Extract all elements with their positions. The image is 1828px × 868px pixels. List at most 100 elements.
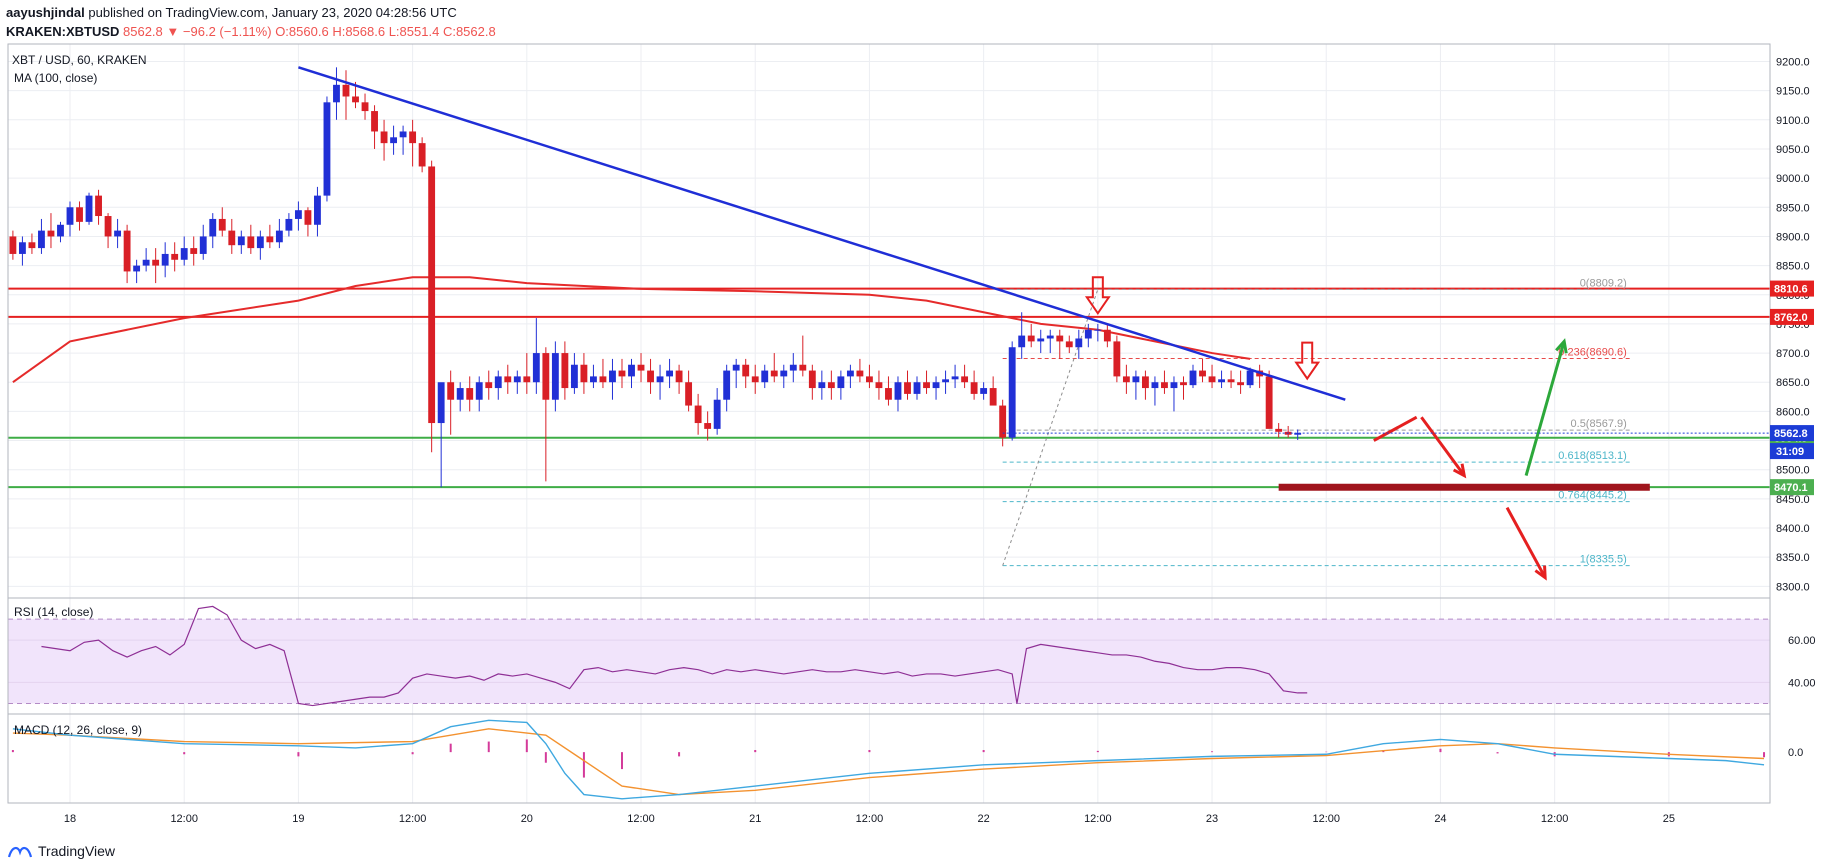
candle: [590, 364, 597, 389]
candle-body: [38, 230, 45, 249]
candle-body: [685, 382, 693, 406]
candle: [323, 96, 331, 202]
candle-body: [18, 242, 26, 254]
candle-body: [1037, 338, 1045, 342]
candle-body: [333, 84, 340, 103]
price-change: −96.2 (−1.11%): [182, 24, 272, 39]
candle-body: [199, 236, 207, 254]
candle: [237, 230, 245, 254]
candle: [1218, 370, 1225, 389]
candle-body: [894, 382, 902, 400]
ohlc-high: H:8568.6: [332, 24, 386, 39]
candle-body: [1161, 382, 1168, 389]
descending-trendline: [298, 66, 1346, 401]
last-price-label-box: [1770, 425, 1814, 442]
candle: [18, 236, 26, 266]
symbol-name[interactable]: KRAKEN:XBTUSD: [6, 24, 120, 39]
candle: [1189, 364, 1197, 389]
candle-body: [827, 382, 835, 389]
pane-border: [7, 43, 1771, 804]
resistance-price-label-box: [1770, 308, 1814, 325]
candle-body: [1208, 376, 1216, 383]
candle: [761, 364, 769, 389]
candle-body: [942, 379, 949, 383]
rsi-pane: [8, 605, 1770, 707]
candle-body: [713, 399, 721, 429]
candle-body: [247, 236, 255, 249]
candle: [618, 358, 626, 389]
candle: [866, 364, 873, 389]
candle-body: [85, 195, 93, 222]
time-tick-label: 23: [1206, 813, 1218, 825]
candle: [904, 370, 911, 400]
candle-body: [190, 248, 198, 254]
fib-trend-line: [1002, 289, 1099, 566]
candle-body: [1246, 370, 1254, 386]
candle-body: [123, 230, 131, 272]
down-arrow-icon-head: [1534, 565, 1547, 581]
candle-body: [666, 370, 673, 377]
candle-body: [808, 370, 816, 389]
candle: [1151, 376, 1159, 406]
candle-body: [580, 364, 588, 383]
candle-body: [57, 224, 64, 237]
candle-body: [266, 236, 274, 243]
rejection-arrow-icon: [1084, 276, 1111, 316]
publisher-name[interactable]: aayushjindal: [6, 5, 85, 20]
candle-body: [114, 230, 122, 237]
last-price-label: 8562.8: [1774, 428, 1808, 440]
candle: [856, 358, 864, 383]
candle: [57, 221, 64, 243]
candle: [504, 364, 512, 394]
candle: [780, 364, 788, 389]
candle-body: [532, 353, 540, 383]
candle: [294, 201, 302, 231]
candle: [218, 207, 226, 237]
countdown-box: [1770, 443, 1814, 460]
candle-body: [47, 230, 55, 237]
candle: [390, 125, 398, 155]
time-tick-label: 12:00: [1541, 813, 1569, 825]
candle-body: [523, 376, 531, 383]
price-tick-label: 8600.0: [1776, 406, 1810, 418]
candle-body: [104, 216, 112, 237]
last-price: 8562.8: [123, 24, 163, 39]
candle: [1284, 425, 1292, 438]
macd-line: [12, 719, 1765, 800]
candle: [104, 213, 112, 249]
fib-level-label: 0.5(8567.9): [1571, 418, 1627, 430]
candle: [818, 370, 826, 400]
candle: [209, 213, 217, 249]
candle: [47, 213, 55, 249]
candle: [827, 370, 835, 400]
candle: [770, 353, 778, 383]
candle: [1027, 323, 1035, 348]
candle-body: [1084, 329, 1092, 339]
fib-level-label: 0.764(8445.2): [1558, 490, 1627, 502]
candle-body: [989, 388, 997, 406]
candle: [161, 242, 169, 278]
candle: [418, 137, 426, 173]
candle-body: [399, 131, 407, 138]
candle-body: [885, 388, 892, 400]
chart-axes: 18 12:00 19 12:00 20 12:00 21 12:00 22 12:00 23 12:…: [7, 43, 1816, 825]
candle-body: [961, 376, 969, 383]
candle-body: [932, 382, 940, 389]
down-arrow-icon-head: [1452, 463, 1467, 479]
price-tick-label: 9050.0: [1776, 144, 1810, 156]
rsi-tick-label: 40.00: [1788, 677, 1816, 689]
candle-body: [799, 364, 807, 371]
countdown-label: 31:09: [1776, 446, 1804, 458]
candle-body: [466, 388, 474, 400]
macd-tick-label: 0.0: [1788, 747, 1803, 759]
price-tick-label: 8450.0: [1776, 494, 1810, 506]
candle: [9, 230, 17, 260]
ma-indicator-label: MA (100, close): [14, 71, 97, 85]
candle-body: [218, 218, 226, 231]
candle-body: [694, 405, 702, 424]
candle-body: [9, 236, 17, 254]
candle-body: [494, 376, 502, 389]
candle: [732, 358, 740, 389]
footer-brand[interactable]: TradingView: [8, 843, 115, 859]
